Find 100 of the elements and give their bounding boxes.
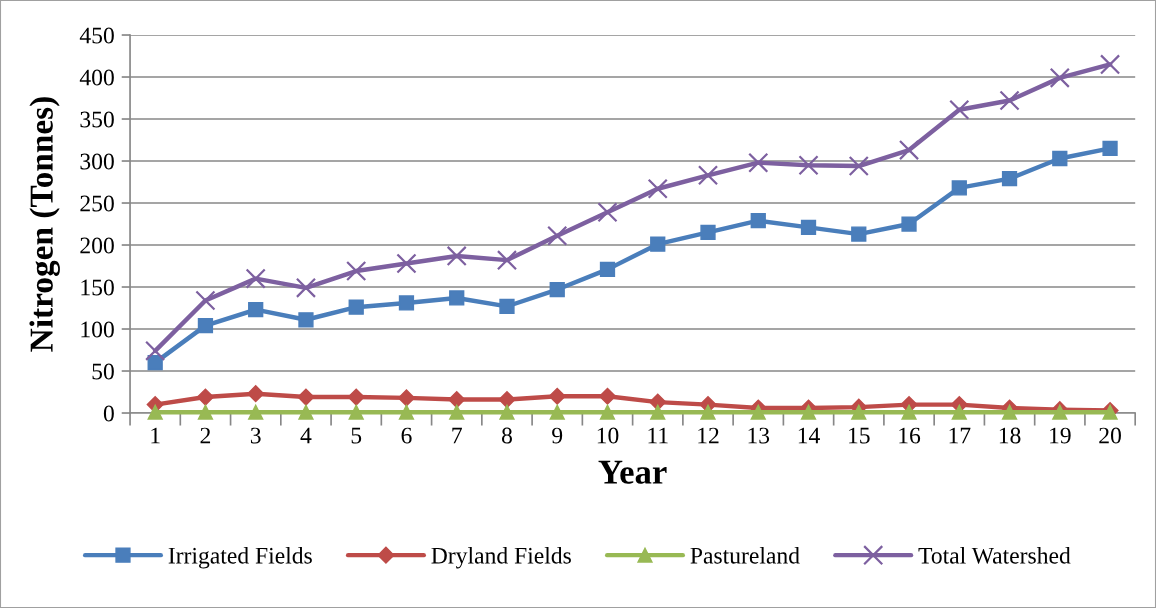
point (800, 219, 817, 236)
point (197, 318, 214, 334)
x-tick-label: 1 (151, 427, 160, 444)
x-axis-title: Year (598, 460, 667, 484)
point (348, 404, 364, 420)
point (597, 202, 618, 223)
point (649, 393, 667, 411)
point (1001, 171, 1018, 187)
point (548, 387, 566, 405)
x-tick-label: 7 (452, 427, 462, 444)
legend-label: Irrigated Fields (168, 547, 312, 569)
point (949, 99, 970, 120)
point (851, 404, 867, 420)
point (297, 388, 315, 406)
point (196, 388, 214, 406)
point (248, 404, 264, 420)
point (700, 404, 716, 420)
point (298, 312, 314, 328)
y-tick-label: 50 (92, 363, 114, 380)
point (748, 152, 769, 173)
point (798, 155, 819, 176)
y-tick-label: 300 (80, 153, 114, 170)
point (901, 404, 917, 420)
point (1099, 54, 1121, 75)
point (499, 404, 515, 420)
y-tick-label: 400 (79, 69, 114, 86)
legend-label: Pastureland (690, 547, 800, 564)
point (295, 277, 317, 298)
point (396, 253, 417, 274)
x-tick-label: 13 (748, 427, 770, 444)
x-tick-label: 4 (300, 427, 312, 444)
point (547, 225, 568, 246)
point (1001, 404, 1018, 420)
point (599, 261, 616, 278)
x-tick-label: 11 (648, 427, 668, 444)
point (448, 391, 466, 409)
point (195, 290, 216, 311)
x-tick-label: 3 (250, 427, 261, 444)
point (398, 404, 415, 420)
point (650, 236, 666, 252)
y-tick-label: 0 (103, 405, 114, 422)
y-tick-label: 450 (79, 27, 114, 44)
point (449, 404, 465, 420)
point (549, 404, 565, 420)
point (901, 216, 917, 232)
x-tick-label: 2 (200, 427, 211, 444)
y-tick-label: 250 (80, 195, 114, 212)
point (147, 404, 163, 420)
x-tick-label: 17 (949, 427, 971, 444)
point (499, 298, 515, 314)
legend-label: Total Watershed (918, 547, 1071, 564)
point (800, 404, 817, 420)
point (750, 213, 766, 229)
point (549, 281, 565, 298)
point (298, 404, 314, 420)
point (1052, 150, 1068, 167)
point (1102, 140, 1118, 157)
point (650, 404, 666, 420)
point (599, 404, 616, 420)
x-tick-label: 9 (552, 427, 563, 444)
legend-label: Dryland Fields (431, 547, 571, 569)
point (145, 340, 166, 361)
point (397, 389, 416, 407)
x-tick-label: 5 (351, 427, 362, 444)
point (498, 391, 516, 409)
x-tick-label: 8 (501, 427, 512, 444)
y-tick-label: 350 (80, 111, 114, 128)
point (348, 299, 364, 315)
point (449, 290, 465, 306)
point (248, 302, 264, 318)
point (598, 387, 617, 405)
x-tick-label: 19 (1050, 427, 1071, 444)
x-tick-label: 18 (999, 427, 1021, 444)
x-tick-label: 6 (401, 427, 412, 444)
y-tick-label: 100 (81, 321, 114, 338)
point (346, 260, 367, 282)
point (247, 385, 265, 403)
point (851, 226, 867, 242)
point (1049, 67, 1070, 88)
point (347, 388, 365, 406)
point (398, 295, 415, 311)
x-tick-label: 12 (698, 427, 719, 444)
point (647, 178, 668, 199)
y-axis-title: Nitrogen (Tonnes) (29, 97, 60, 352)
point (446, 245, 467, 267)
point (951, 180, 967, 196)
point (750, 404, 766, 420)
point (951, 404, 967, 420)
point (245, 268, 266, 289)
point (700, 224, 716, 241)
point (697, 165, 719, 186)
x-tick-label: 16 (899, 427, 921, 444)
y-tick-label: 200 (80, 237, 114, 254)
point (496, 250, 518, 271)
y-tick-label: 150 (81, 279, 114, 296)
point (999, 90, 1020, 111)
x-tick-label: 10 (597, 427, 619, 444)
x-tick-label: 20 (1099, 427, 1121, 444)
point (848, 155, 869, 177)
x-tick-label: 14 (798, 427, 820, 444)
